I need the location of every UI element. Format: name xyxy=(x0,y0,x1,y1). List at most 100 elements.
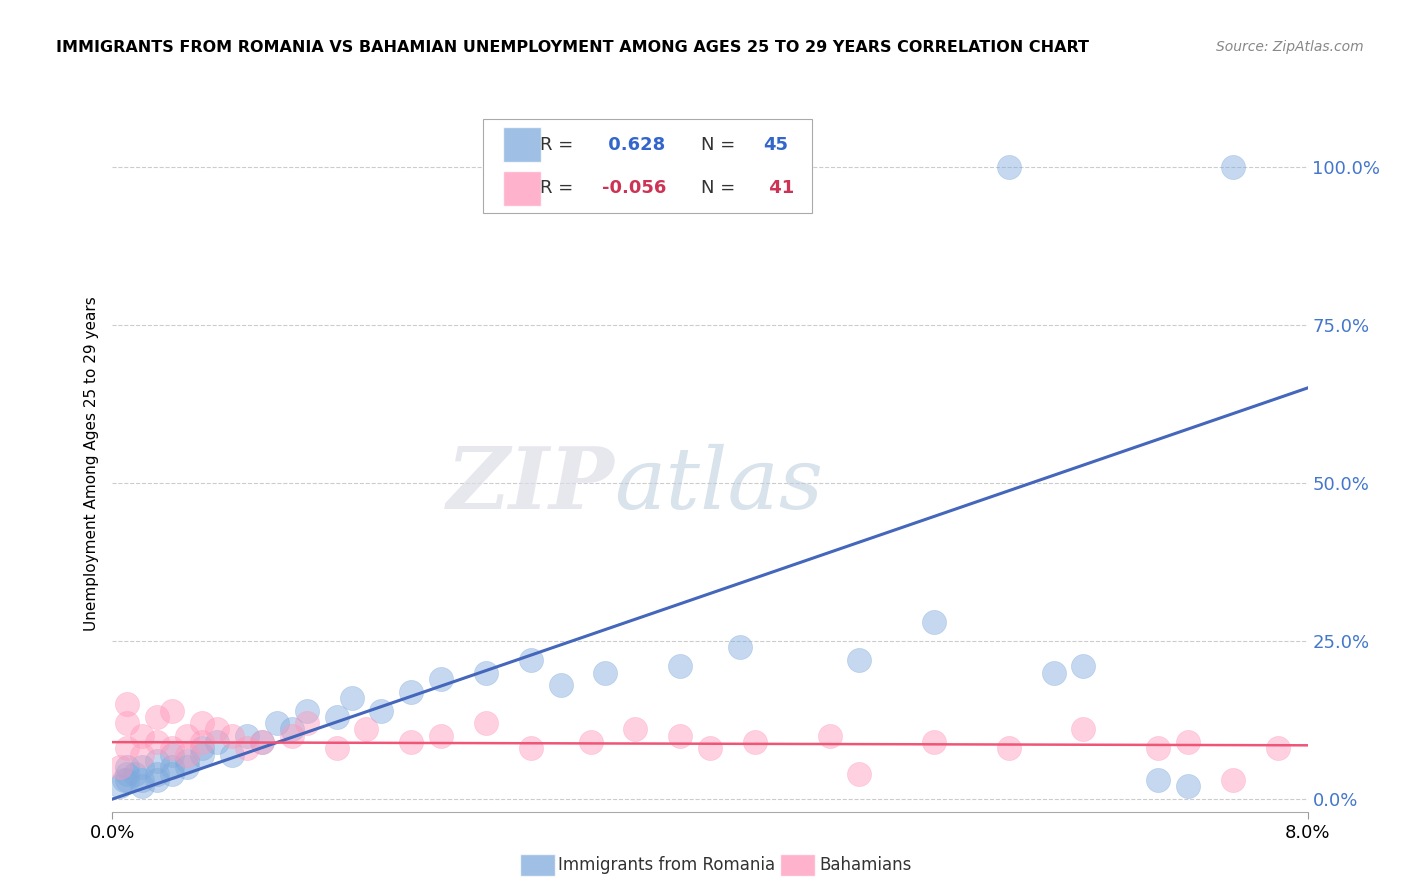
Point xyxy=(340,690,363,705)
Point xyxy=(117,760,139,774)
Text: 41: 41 xyxy=(763,179,794,197)
Point xyxy=(124,766,146,780)
Point xyxy=(176,760,198,774)
Point xyxy=(1147,773,1170,788)
Point xyxy=(520,741,543,756)
Text: 0.628: 0.628 xyxy=(602,136,665,153)
Text: N =: N = xyxy=(702,136,741,153)
Point xyxy=(1073,659,1095,673)
Point xyxy=(236,729,259,743)
Point xyxy=(430,729,453,743)
Point xyxy=(176,729,198,743)
Text: -0.056: -0.056 xyxy=(602,179,666,197)
Point xyxy=(728,640,751,655)
Point xyxy=(1073,723,1095,737)
Point xyxy=(162,741,183,756)
Point xyxy=(325,710,347,724)
Point xyxy=(146,766,169,780)
Point xyxy=(669,729,692,743)
Point xyxy=(131,773,153,788)
Point xyxy=(295,716,318,731)
Point xyxy=(108,780,131,794)
Text: ZIP: ZIP xyxy=(447,443,614,526)
Point xyxy=(356,723,378,737)
Point xyxy=(191,716,214,731)
Point xyxy=(117,697,139,711)
Text: R =: R = xyxy=(540,136,579,153)
Point xyxy=(281,723,304,737)
Point xyxy=(131,780,153,794)
Point xyxy=(117,766,139,780)
Point xyxy=(475,716,498,731)
Point xyxy=(1147,741,1170,756)
Point xyxy=(1042,665,1064,680)
Point xyxy=(281,729,304,743)
Point xyxy=(624,723,647,737)
Point xyxy=(550,678,572,692)
Point xyxy=(117,773,139,788)
Point xyxy=(1222,160,1244,174)
Point xyxy=(176,747,198,762)
Text: IMMIGRANTS FROM ROMANIA VS BAHAMIAN UNEMPLOYMENT AMONG AGES 25 TO 29 YEARS CORRE: IMMIGRANTS FROM ROMANIA VS BAHAMIAN UNEM… xyxy=(56,40,1090,55)
Point xyxy=(475,665,498,680)
Point xyxy=(221,729,243,743)
Point xyxy=(250,735,273,749)
Point xyxy=(266,716,288,731)
Point xyxy=(191,735,214,749)
Point xyxy=(162,704,183,718)
Point xyxy=(579,735,602,749)
Point xyxy=(520,653,543,667)
Point xyxy=(430,672,453,686)
Point xyxy=(131,729,153,743)
Point xyxy=(250,735,273,749)
Text: Immigrants from Romania: Immigrants from Romania xyxy=(558,856,775,874)
Point xyxy=(1177,735,1199,749)
Y-axis label: Unemployment Among Ages 25 to 29 years: Unemployment Among Ages 25 to 29 years xyxy=(83,296,98,632)
Point xyxy=(848,766,870,780)
Point xyxy=(744,735,766,749)
Point xyxy=(131,760,153,774)
Point xyxy=(997,741,1019,756)
Point xyxy=(205,735,228,749)
Point xyxy=(401,684,423,698)
Point xyxy=(114,773,135,788)
Text: 45: 45 xyxy=(763,136,789,153)
Text: atlas: atlas xyxy=(614,443,824,526)
Text: N =: N = xyxy=(702,179,741,197)
Point xyxy=(595,665,617,680)
Point xyxy=(146,710,169,724)
Point xyxy=(221,747,243,762)
Point xyxy=(1326,766,1348,780)
Text: R =: R = xyxy=(540,179,579,197)
Point xyxy=(191,741,214,756)
Point xyxy=(146,754,169,768)
Point xyxy=(370,704,392,718)
Point xyxy=(236,741,259,756)
Point xyxy=(1222,773,1244,788)
Bar xyxy=(503,170,541,206)
Point xyxy=(818,729,841,743)
Point xyxy=(922,735,945,749)
Point xyxy=(1267,741,1289,756)
Point xyxy=(131,747,153,762)
Text: Bahamians: Bahamians xyxy=(820,856,912,874)
Point xyxy=(205,723,228,737)
Point xyxy=(848,653,870,667)
Point xyxy=(295,704,318,718)
Point xyxy=(997,160,1019,174)
Point xyxy=(176,754,198,768)
Point xyxy=(162,760,183,774)
FancyBboxPatch shape xyxy=(484,120,811,213)
Point xyxy=(117,716,139,731)
Point xyxy=(162,766,183,780)
Point xyxy=(1177,780,1199,794)
Point xyxy=(401,735,423,749)
Point xyxy=(191,747,214,762)
Point xyxy=(146,773,169,788)
Point xyxy=(162,747,183,762)
Point xyxy=(146,735,169,749)
Point xyxy=(699,741,721,756)
Point xyxy=(922,615,945,629)
Bar xyxy=(503,127,541,162)
Point xyxy=(669,659,692,673)
